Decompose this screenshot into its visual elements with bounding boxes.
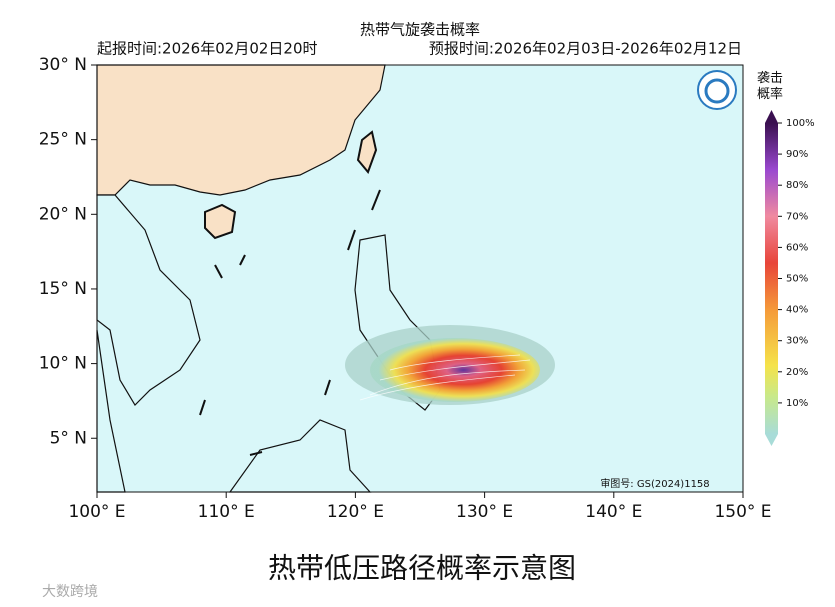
y-tick-label: 15° N (39, 279, 87, 299)
colorbar-tick-label: 60% (786, 242, 808, 253)
colorbar-tick-label: 40% (786, 305, 808, 316)
x-tick-label: 100° E (68, 502, 125, 522)
hainan (204, 203, 237, 240)
y-tick-label: 10° N (39, 354, 87, 374)
title: 热带气旋袭击概率 (360, 21, 480, 39)
y-tick-label: 20° N (39, 204, 87, 224)
x-tick-label: 110° E (198, 502, 255, 522)
colorbar-tick-label: 100% (786, 118, 815, 129)
colorbar: 袭击概率 (757, 71, 783, 446)
map: 审图号: GS(2024)1158 (96, 64, 744, 493)
x-tick-label: 150° E (714, 502, 771, 522)
taiwan (356, 130, 378, 174)
colorbar-title-line: 概率 (757, 86, 783, 102)
colorbar-tick-label: 20% (786, 367, 808, 378)
y-tick-label: 5° N (50, 428, 87, 448)
colorbar-high (765, 110, 778, 123)
colorbar-tick-label: 90% (786, 149, 808, 160)
indochina (96, 194, 201, 406)
watermark: 大数跨境 (42, 584, 98, 600)
china (96, 64, 386, 196)
colorbar-tick-label: 50% (786, 274, 808, 285)
colorbar-title: 袭击概率 (757, 71, 783, 102)
y-tick-label: 25° N (39, 130, 87, 150)
forecast-time: 预报时间:2026年02月03日-2026年02月12日 (429, 40, 742, 58)
colorbar-bar (765, 123, 778, 434)
colorbar-low (765, 434, 778, 446)
logo (697, 70, 737, 110)
dashed-boundary (199, 189, 381, 456)
x-tick-label: 140° E (585, 502, 642, 522)
caption: 热带低压路径概率示意图 (268, 552, 576, 585)
y-tick-label: 30° N (39, 55, 87, 75)
x-tick-label: 120° E (327, 502, 384, 522)
probability-core (370, 338, 540, 402)
approval-number: 审图号: GS(2024)1158 (600, 477, 709, 490)
tracks (359, 354, 531, 401)
borneo (228, 419, 372, 493)
colorbar-tick-label: 80% (786, 180, 808, 191)
colorbar-tick-label: 70% (786, 211, 808, 222)
colorbar-tick-label: 30% (786, 336, 808, 347)
issue-time: 起报时间:2026年02月02日20时 (97, 40, 318, 58)
colorbar-title-line: 袭击 (757, 71, 783, 86)
x-tick-label: 130° E (456, 502, 513, 522)
colorbar-tick-label: 10% (786, 398, 808, 409)
